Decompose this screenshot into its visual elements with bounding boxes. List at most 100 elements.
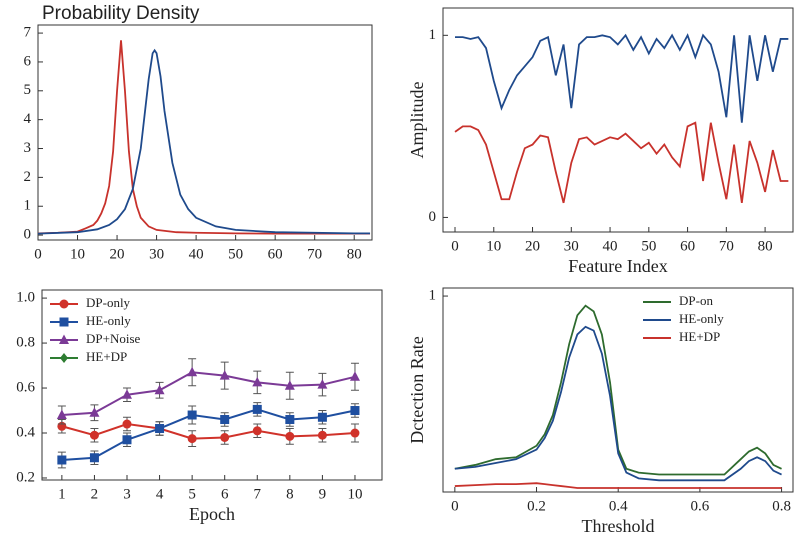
marker [350, 406, 360, 416]
legend-label: DP-only [86, 295, 131, 310]
x-axis-label: Threshold [582, 516, 655, 536]
x-tick-label: 0 [34, 246, 42, 262]
marker [59, 299, 69, 309]
legend-label: HE+DP [86, 349, 127, 364]
y-tick-label: 0.8 [16, 335, 35, 351]
marker [350, 428, 360, 438]
marker [56, 409, 67, 420]
marker [252, 426, 262, 436]
x-tick-label: 10 [486, 238, 501, 254]
series-line [61, 371, 356, 417]
marker [59, 334, 69, 344]
x-tick-label: 0.6 [691, 498, 710, 514]
series-line [61, 408, 356, 461]
series-line [454, 482, 782, 489]
x-tick-label: 30 [564, 238, 579, 254]
marker [57, 455, 67, 465]
marker [59, 317, 69, 327]
plot [56, 358, 360, 469]
y-tick-label: 6 [24, 53, 32, 69]
y-tick-label: 1.0 [16, 290, 35, 306]
y-tick-label: 2 [24, 169, 32, 185]
plot-frame [37, 24, 373, 241]
series-line [38, 40, 371, 235]
x-tick-label: 1 [58, 486, 66, 502]
x-tick-label: 40 [189, 246, 204, 262]
marker [220, 433, 230, 443]
marker [89, 453, 99, 463]
series-line [454, 121, 789, 204]
legend-label: HE+DP [679, 329, 720, 344]
x-tick-label: 4 [156, 486, 164, 502]
marker [60, 353, 68, 363]
x-tick-label: 60 [268, 246, 283, 262]
y-tick-label: 1 [429, 27, 437, 43]
panel: 1 2 3 4 5 6 7 8 9 10 0.2 0.4 0.6 0.8 1.0 Epoch DP-only HE… [16, 289, 383, 524]
marker [285, 415, 295, 425]
legend-label: HE-only [86, 313, 131, 328]
marker [220, 415, 230, 425]
marker [187, 366, 198, 377]
marker [285, 431, 295, 441]
x-tick-label: 0.4 [609, 498, 628, 514]
marker [122, 435, 132, 445]
x-tick-label: 70 [719, 238, 734, 254]
x-tick-label: 8 [286, 486, 294, 502]
y-axis-label: Dctection Rate [407, 336, 427, 443]
marker [122, 419, 132, 429]
y-tick-label: 0.2 [16, 469, 35, 485]
x-tick-label: 50 [228, 246, 243, 262]
marker [349, 371, 360, 381]
y-tick-label: 0 [429, 209, 437, 225]
marker [89, 407, 100, 417]
x-tick-label: 5 [188, 486, 196, 502]
plot [38, 40, 371, 235]
plot [454, 33, 789, 204]
x-tick-label: 10 [347, 486, 362, 502]
panel: 0 10 20 30 40 50 60 70 80 0 1 2 3 4 5 6 7 Probability Den… [24, 3, 373, 262]
series-line [455, 33, 789, 123]
plot-frame [41, 289, 383, 481]
marker [252, 404, 262, 414]
x-tick-label: 2 [91, 486, 99, 502]
y-axis-label: Amplitude [407, 81, 427, 158]
panel: 0 0.2 0.4 0.6 0.8 1 Threshold Dctection Rate DP-… [407, 287, 794, 536]
x-tick-label: 50 [641, 238, 656, 254]
plot [454, 304, 782, 489]
x-tick-label: 40 [603, 238, 618, 254]
y-tick-label: 1 [429, 287, 437, 303]
marker [284, 380, 295, 390]
marker [122, 389, 132, 399]
y-tick-label: 7 [24, 25, 32, 41]
x-tick-label: 70 [307, 246, 322, 262]
series-line [38, 48, 371, 235]
legend-label: HE-only [679, 311, 724, 326]
x-tick-label: 30 [149, 246, 164, 262]
marker [89, 430, 99, 440]
marker [252, 376, 263, 387]
y-tick-label: 3 [24, 140, 32, 156]
marker [317, 412, 327, 422]
y-tick-label: 0 [24, 227, 32, 243]
series-line [61, 422, 356, 440]
x-tick-label: 0.2 [527, 498, 546, 514]
marker [187, 410, 197, 420]
x-tick-label: 80 [758, 238, 773, 254]
x-tick-label: 0 [451, 238, 459, 254]
legend-label: DP+Noise [86, 331, 141, 346]
x-tick-label: 0 [451, 498, 459, 514]
x-tick-label: 0.8 [772, 498, 791, 514]
series-line [454, 325, 782, 482]
legend-label: DP-on [679, 293, 713, 308]
x-tick-label: 10 [70, 246, 85, 262]
x-tick-label: 80 [347, 246, 362, 262]
marker [219, 370, 230, 380]
y-tick-label: 0.6 [16, 379, 35, 395]
x-tick-label: 60 [680, 238, 695, 254]
x-axis-label: Feature Index [568, 256, 667, 276]
x-tick-label: 20 [525, 238, 540, 254]
panel: 0 10 20 30 40 50 60 70 80 0 1 Feature Index Amplitud… [407, 7, 794, 276]
x-tick-label: 3 [123, 486, 131, 502]
series-line [454, 304, 782, 476]
